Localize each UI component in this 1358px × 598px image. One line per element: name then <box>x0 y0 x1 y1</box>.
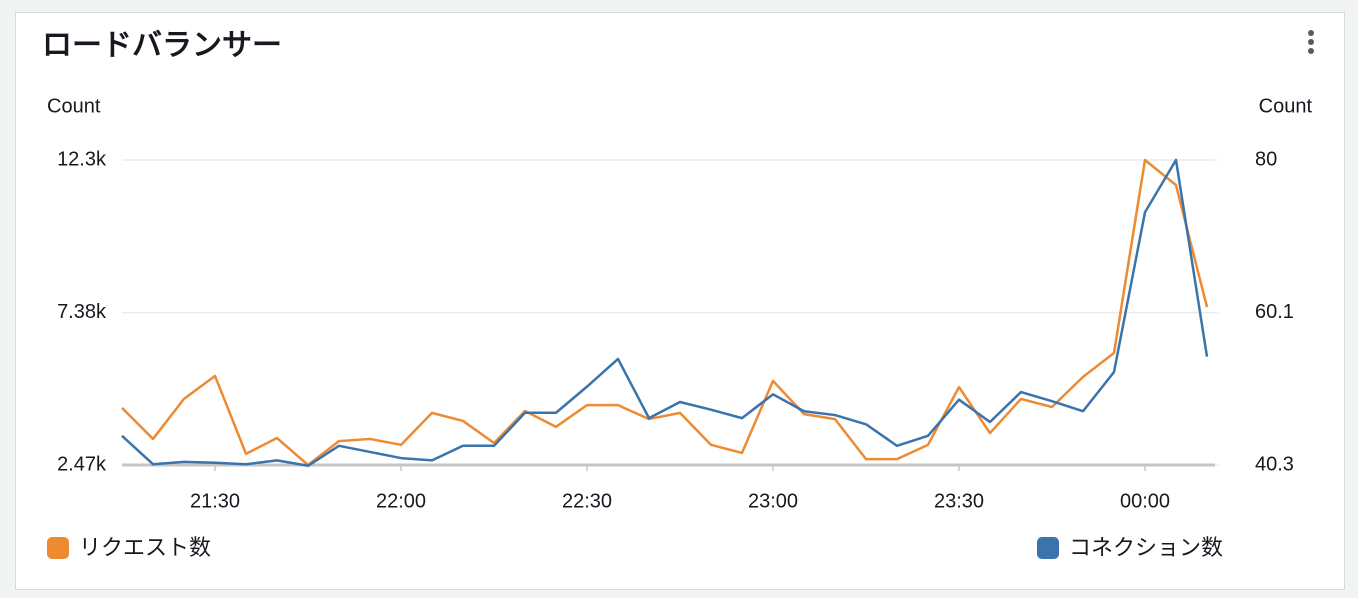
y-tick-label: 2.47k <box>57 453 107 475</box>
y2-tick-label: 80 <box>1255 148 1277 170</box>
x-tick-label: 23:00 <box>748 490 798 512</box>
x-tick-label: 22:00 <box>376 490 426 512</box>
menu-dot <box>1308 30 1314 36</box>
menu-dot <box>1308 48 1314 54</box>
legend-swatch <box>47 537 69 559</box>
menu-button[interactable] <box>1308 30 1314 54</box>
x-tick-label: 21:30 <box>190 490 240 512</box>
legend-swatch <box>1037 537 1059 559</box>
y-tick-label: 12.3k <box>57 148 107 170</box>
y2-tick-label: 60.1 <box>1255 301 1294 323</box>
legend-label: コネクション数 <box>1069 535 1223 560</box>
x-tick-label: 00:00 <box>1120 490 1170 512</box>
x-tick-label: 23:30 <box>934 490 984 512</box>
y-tick-label: 7.38k <box>57 301 107 323</box>
series-line <box>121 158 1209 468</box>
x-tick-label: 22:30 <box>562 490 612 512</box>
series-line <box>121 158 1209 467</box>
y2-tick-label: 40.3 <box>1255 453 1294 475</box>
y2-axis-label: Count <box>1259 95 1313 117</box>
legend-label: リクエスト数 <box>79 535 211 560</box>
y-axis-label: Count <box>47 95 101 117</box>
chart-title: ロードバランサー <box>42 29 282 62</box>
menu-dot <box>1308 39 1314 45</box>
